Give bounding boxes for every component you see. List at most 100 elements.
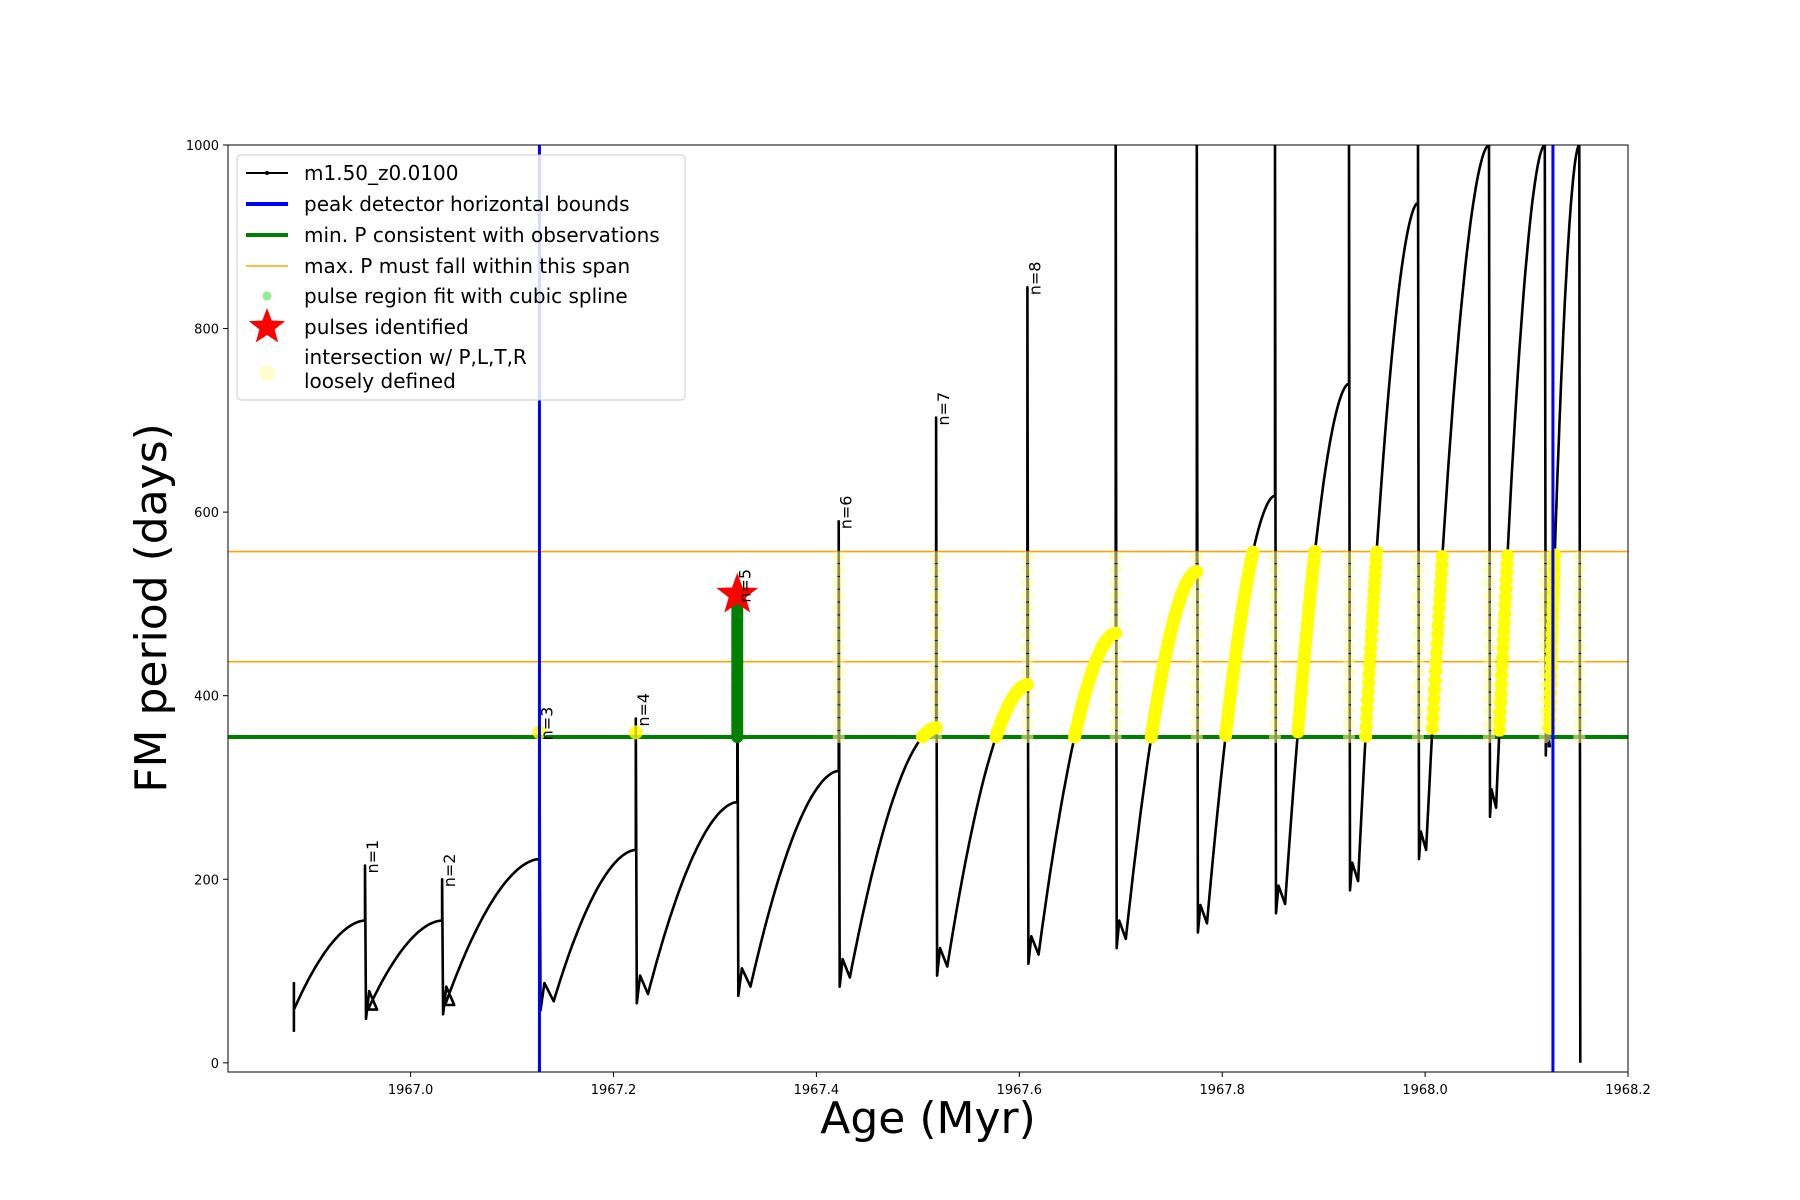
pulse-number-label: n=8 (1025, 262, 1044, 296)
loose-intersection-marker (1109, 692, 1122, 705)
loose-intersection-marker (1268, 602, 1281, 615)
loose-intersection-marker (1412, 730, 1424, 743)
loose-intersection-marker (1268, 641, 1281, 654)
loose-intersection-marker (1109, 641, 1122, 654)
x-tick-label: 1967.8 (1199, 1083, 1245, 1098)
loose-intersection-marker (930, 551, 943, 564)
legend-label-intersect-2: loosely defined (304, 369, 456, 393)
loose-intersection-marker (1412, 718, 1424, 731)
x-tick-label: 1967.6 (997, 1083, 1043, 1098)
loose-intersection-marker (1343, 551, 1356, 564)
loose-intersection-marker (930, 692, 943, 705)
loose-intersection-marker (1021, 628, 1034, 641)
loose-intersection-marker (1412, 666, 1424, 679)
loose-intersection-marker (832, 641, 845, 654)
loose-intersection-marker (1268, 705, 1281, 718)
loose-intersection-marker (1109, 576, 1122, 589)
intersection-marker (1428, 673, 1442, 687)
loose-intersection-marker (1343, 653, 1356, 666)
loose-intersection-marker (930, 589, 943, 602)
pulse-number-label: n=5 (735, 569, 754, 603)
loose-intersection-marker (1268, 666, 1281, 679)
loose-intersection-marker (1412, 679, 1424, 692)
y-tick-label: 200 (194, 873, 219, 888)
loose-intersection-marker (1573, 679, 1586, 692)
loose-intersection-marker (1343, 615, 1356, 628)
loose-intersection-marker (1343, 563, 1356, 576)
intersection-marker (1493, 705, 1507, 719)
pulse-number-label: n=4 (634, 693, 653, 727)
loose-intersection-marker (1343, 705, 1356, 718)
intersection-marker (1494, 686, 1508, 700)
loose-intersection-marker (930, 563, 943, 576)
x-axis-title: Age (Myr) (820, 1093, 1036, 1144)
loose-intersection-marker (1268, 628, 1281, 641)
loose-intersection-marker (1412, 602, 1424, 615)
loose-intersection-marker (1268, 679, 1281, 692)
intersection-marker (1500, 549, 1514, 563)
plot-frame (227, 144, 1629, 1073)
loose-intersection-marker (1343, 641, 1356, 654)
loose-intersection-marker (1573, 589, 1586, 602)
loose-intersection-marker (1268, 692, 1281, 705)
loose-intersection-marker (1109, 679, 1122, 692)
loose-intersection-marker (832, 589, 845, 602)
loose-intersection-marker (1109, 589, 1122, 602)
loose-intersection-marker (930, 615, 943, 628)
loose-intersection-marker (1573, 730, 1586, 743)
pulse-annotations: n=1 n=2 n=3 n=4 n=5 n=6 n=7 n=8 (363, 262, 1044, 888)
loose-intersection-marker (1483, 563, 1496, 576)
loose-intersection-marker (1190, 718, 1203, 731)
x-tick-label: 1968.0 (1402, 1083, 1448, 1098)
loose-intersection-marker (1021, 589, 1034, 602)
loose-intersection-marker (930, 653, 943, 666)
legend-label-max-p: max. P must fall within this span (304, 254, 630, 278)
loose-intersection-marker (1412, 551, 1424, 564)
loose-intersection-marker (1483, 692, 1496, 705)
loose-intersection-marker (1109, 730, 1122, 743)
intersection-marker (1428, 683, 1442, 697)
loose-intersection-marker (1538, 563, 1551, 576)
loose-intersection-marker (1021, 602, 1034, 615)
loose-intersection-marker (832, 615, 845, 628)
loose-intersection-marker (930, 641, 943, 654)
y-axis-title: FM period (days) (126, 423, 177, 793)
loose-intersection-marker (1109, 653, 1122, 666)
intersection-marker (1427, 692, 1441, 706)
loose-intersection-marker (832, 666, 845, 679)
loose-intersection-marker (1190, 602, 1203, 615)
loose-intersection-marker (832, 551, 845, 564)
loose-intersection-marker (1483, 628, 1496, 641)
loose-intersection-marker (1573, 641, 1586, 654)
intersection-marker (1429, 664, 1443, 678)
loose-intersection-marker (1021, 653, 1034, 666)
loose-intersection-marker (1483, 730, 1496, 743)
intersection-marker (628, 725, 643, 740)
loose-intersection-marker (832, 602, 845, 615)
y-tick-label: 800 (194, 323, 219, 338)
loose-intersection-marker (1021, 692, 1034, 705)
pulse-number-label: n=6 (837, 496, 856, 530)
intersection-marker (1493, 714, 1507, 728)
loose-intersection-marker (832, 692, 845, 705)
x-tick-label: 1967.0 (388, 1083, 434, 1098)
intersection-marker (929, 721, 943, 735)
loose-intersection-marker (1021, 641, 1034, 654)
loose-intersection-marker (1268, 551, 1281, 564)
loose-intersection-marker (1573, 563, 1586, 576)
loose-intersection-marker (930, 666, 943, 679)
loose-intersection-marker (1190, 628, 1203, 641)
loose-intersection-marker (1343, 589, 1356, 602)
loose-intersection-marker (832, 679, 845, 692)
legend-intersect-swatch (259, 365, 275, 381)
x-tick-label: 1968.2 (1605, 1083, 1651, 1098)
loose-intersection-marker (1190, 653, 1203, 666)
loose-intersection-marker (1412, 628, 1424, 641)
legend-label-min-p: min. P consistent with observations (304, 223, 660, 247)
loose-intersection-marker (1573, 718, 1586, 731)
intersection-marker (1020, 678, 1034, 692)
loose-intersection-marker (1021, 730, 1034, 743)
loose-intersection-marker (1021, 615, 1034, 628)
loose-intersection-marker (1109, 563, 1122, 576)
pulse-number-label: n=7 (934, 392, 953, 426)
